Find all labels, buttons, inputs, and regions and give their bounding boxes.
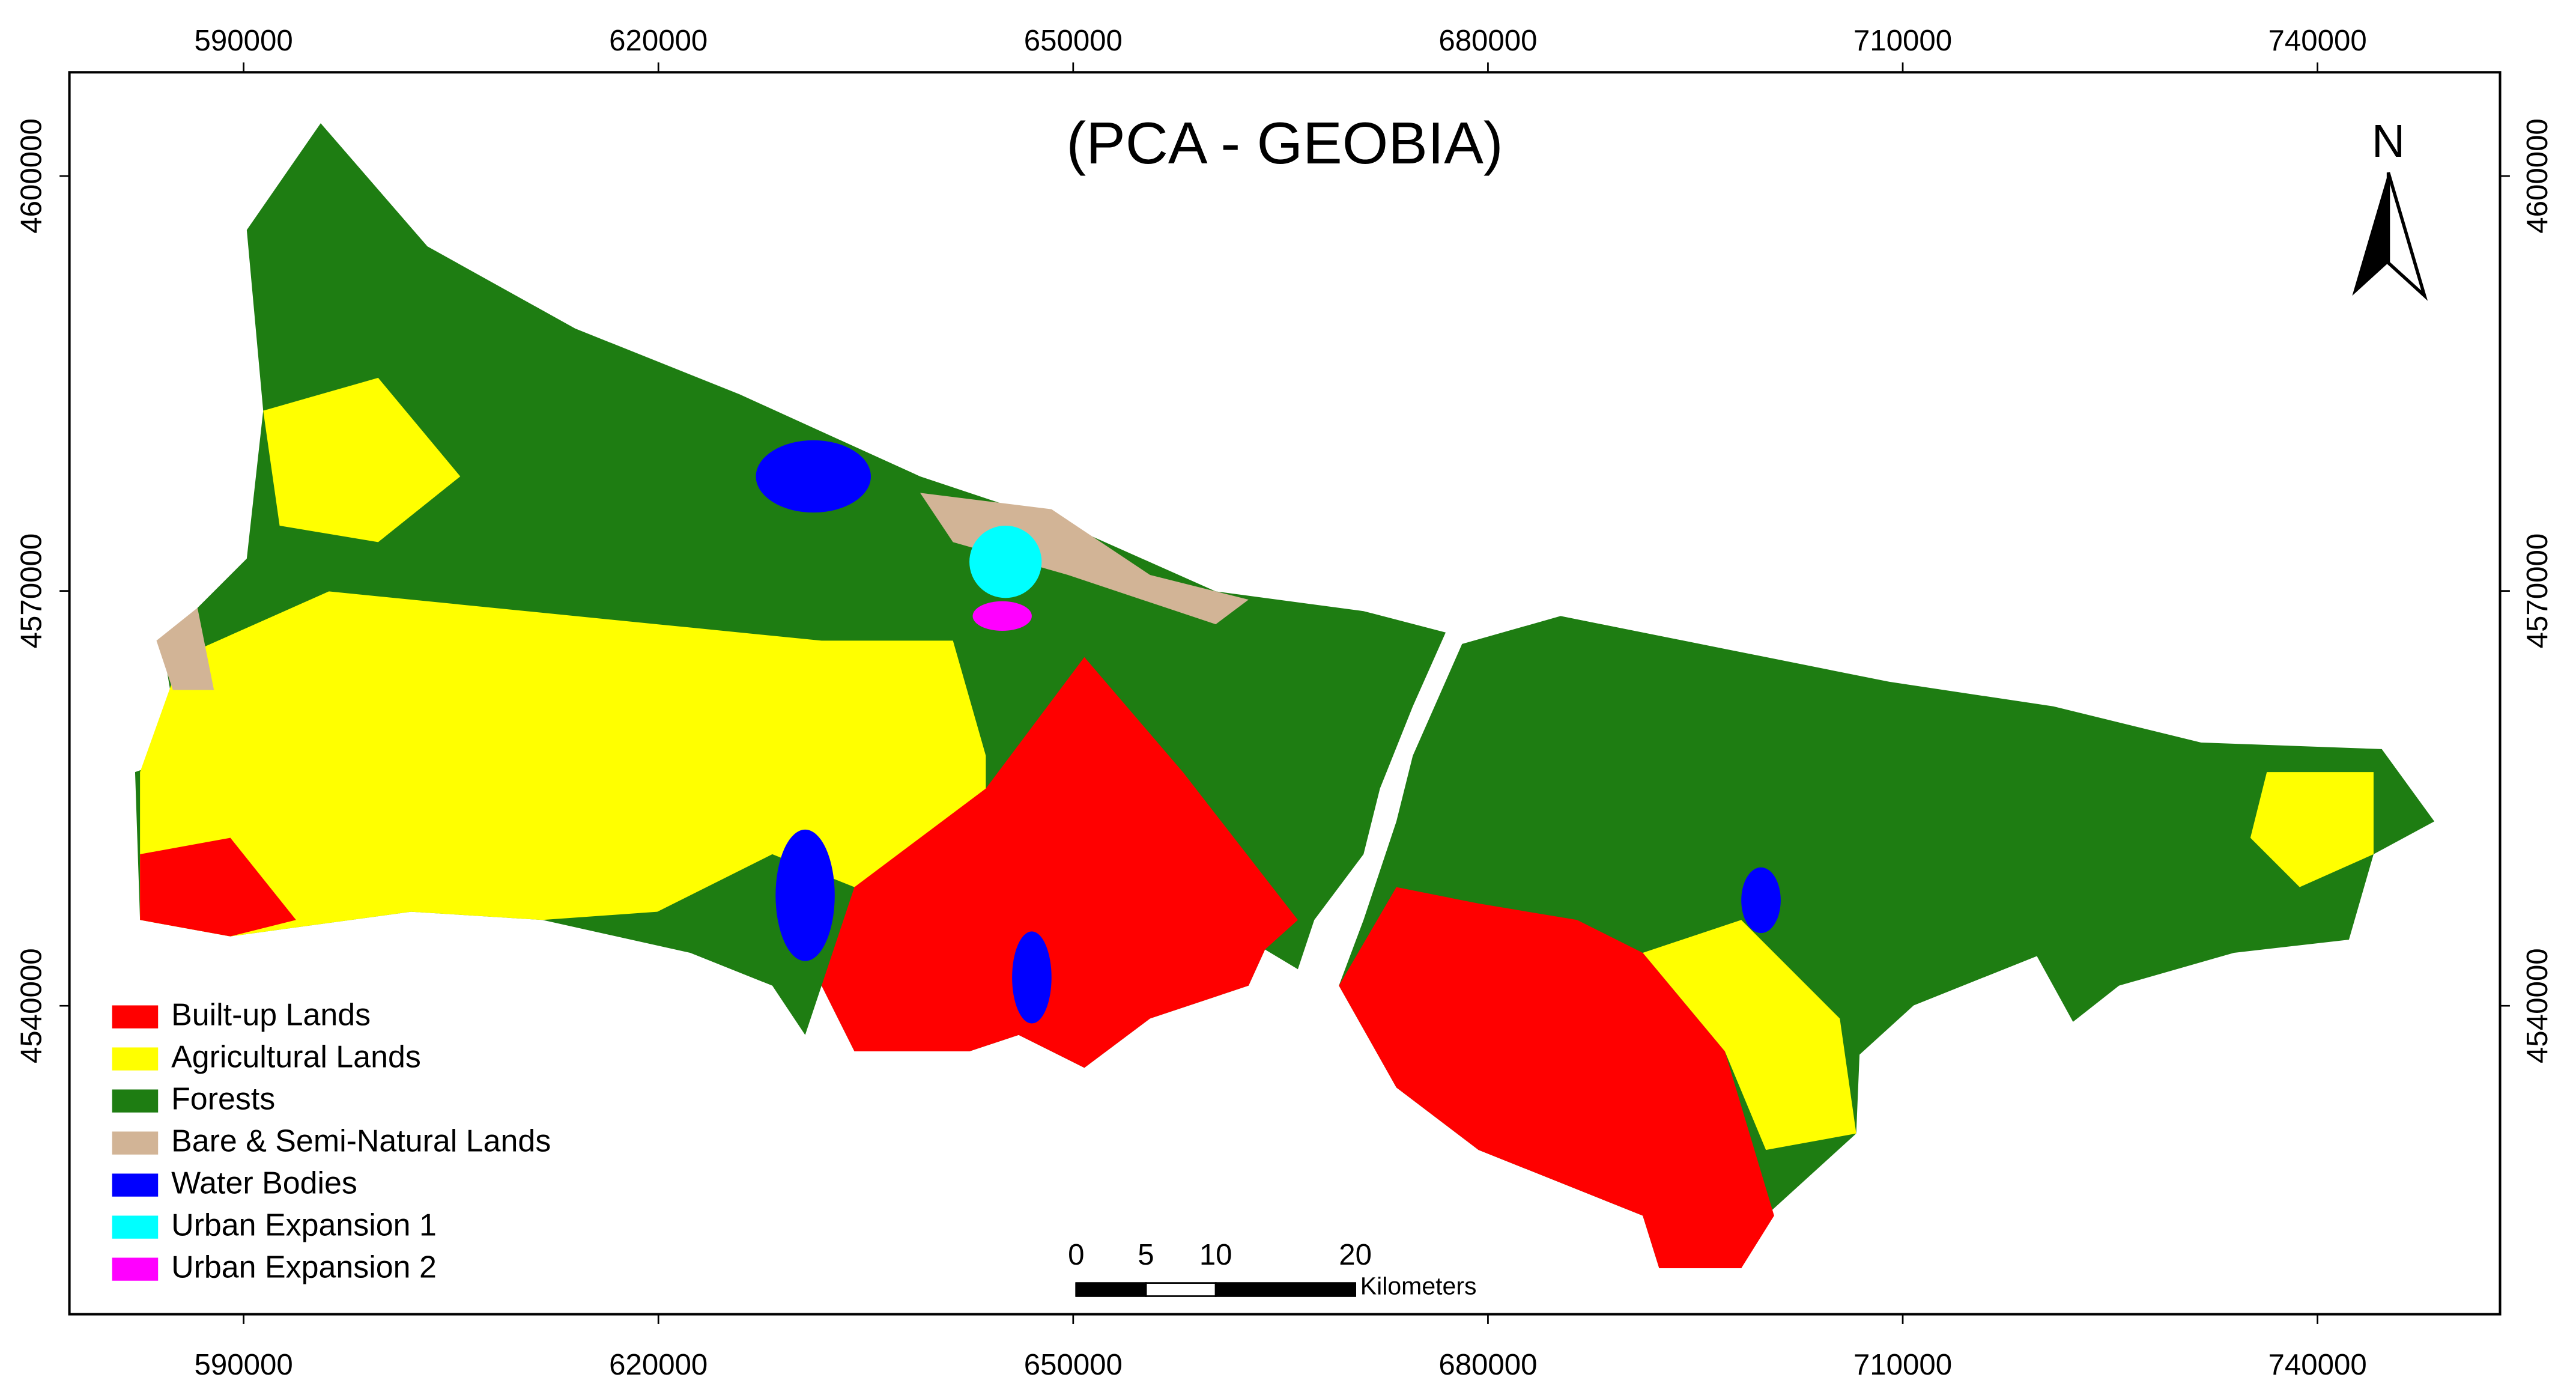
scale-label: 5: [1138, 1238, 1154, 1271]
x-tick-label: 590000: [195, 1348, 293, 1381]
legend-swatch: [112, 1173, 159, 1197]
map-frame: [68, 71, 2502, 1316]
water-body: [1741, 867, 1781, 934]
legend-swatch: [112, 1089, 159, 1113]
x-tick-label: 590000: [195, 24, 293, 57]
scale-unit: Kilometers: [1360, 1272, 1477, 1300]
north-label: N: [2372, 116, 2405, 167]
legend-label: Built-up Lands: [171, 997, 371, 1032]
x-tick-label: 680000: [1438, 1348, 1537, 1381]
water-body: [756, 440, 871, 513]
map-title: (PCA - GEOBIA): [1066, 110, 1503, 176]
legend-label: Bare & Semi-Natural Lands: [171, 1123, 551, 1158]
agricultural-area: [2250, 772, 2374, 887]
y-tick-label: 4540000: [2521, 948, 2554, 1063]
urban-expansion-2: [972, 601, 1032, 631]
legend-label: Forests: [171, 1081, 275, 1116]
y-tick-label: 4600000: [14, 118, 47, 234]
x-tick-label: 620000: [609, 1348, 708, 1381]
x-tick-label: 710000: [1853, 24, 1952, 57]
scale-segment: [1145, 1282, 1217, 1297]
x-tick-label: 650000: [1024, 24, 1123, 57]
water-body: [1012, 931, 1052, 1024]
scale-segment: [1075, 1282, 1147, 1297]
agricultural-area: [1643, 920, 1856, 1150]
legend-swatch: [112, 1005, 159, 1029]
y-tick-label: 4600000: [2521, 118, 2554, 234]
bare-area: [156, 607, 214, 690]
built-up-area: [140, 837, 296, 937]
y-tick-label: 4540000: [14, 948, 47, 1063]
built-up-area: [821, 657, 1298, 1068]
urban-expansion-1: [969, 526, 1042, 598]
north-arrow-right: [2386, 172, 2428, 301]
legend-swatch: [112, 1131, 159, 1155]
legend-swatch: [112, 1047, 159, 1071]
agricultural-area: [140, 591, 986, 937]
bare-area: [920, 493, 1249, 625]
y-tick-label: 4570000: [2521, 533, 2554, 649]
scale-label: 10: [1199, 1238, 1232, 1271]
north-arrow: N: [2352, 116, 2428, 301]
built-up-area: [1339, 887, 1774, 1268]
land-cover: [135, 123, 2435, 1268]
legend-label: Water Bodies: [171, 1166, 357, 1200]
legend-swatch: [112, 1215, 159, 1239]
scale-segment: [1214, 1282, 1356, 1297]
x-tick-label: 620000: [609, 24, 708, 57]
water-body: [775, 829, 835, 961]
x-tick-label: 710000: [1853, 1348, 1952, 1381]
x-tick-label: 650000: [1024, 1348, 1123, 1381]
legend-label: Urban Expansion 2: [171, 1250, 437, 1284]
legend-swatch: [112, 1257, 159, 1281]
north-arrow-left: [2352, 172, 2389, 296]
agricultural-area: [263, 377, 461, 542]
scale-label: 0: [1068, 1238, 1084, 1271]
x-tick-label: 740000: [2268, 24, 2367, 57]
legend-label: Urban Expansion 1: [171, 1208, 437, 1242]
scale-label: 20: [1339, 1238, 1372, 1271]
legend-label: Agricultural Lands: [171, 1039, 421, 1074]
y-tick-label: 4570000: [14, 533, 47, 649]
x-tick-label: 680000: [1438, 24, 1537, 57]
x-tick-label: 740000: [2268, 1348, 2367, 1381]
